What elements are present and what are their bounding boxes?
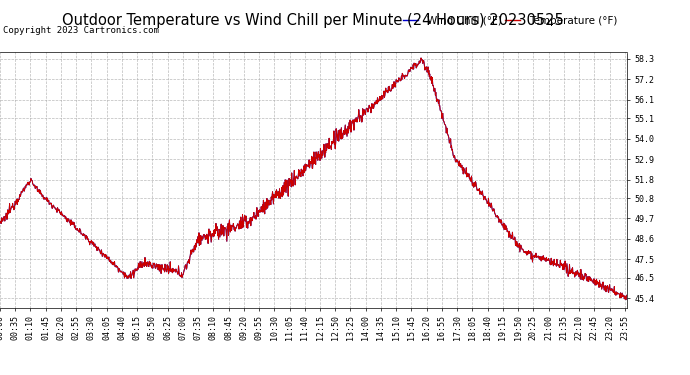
Legend: Wind Chill (°F), Temperature (°F): Wind Chill (°F), Temperature (°F) [399,12,621,30]
Text: Copyright 2023 Cartronics.com: Copyright 2023 Cartronics.com [3,26,159,35]
Text: Outdoor Temperature vs Wind Chill per Minute (24 Hours) 20230525: Outdoor Temperature vs Wind Chill per Mi… [62,13,564,28]
